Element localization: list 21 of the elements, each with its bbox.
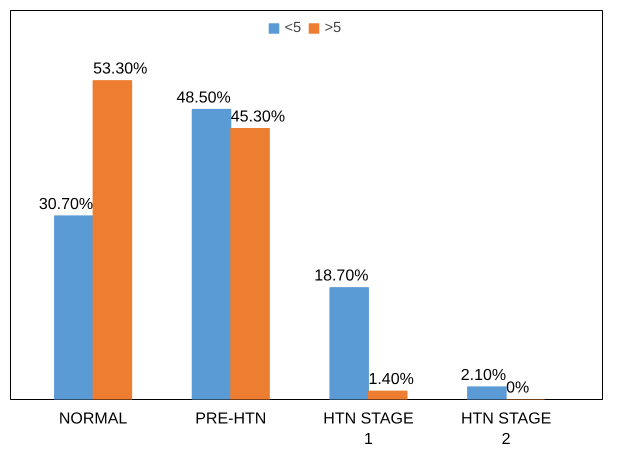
data-label: 30.70% [38,196,94,213]
data-label: 45.30% [230,108,286,126]
x-tick-label: NORMAL [58,410,128,428]
bar [92,80,132,400]
bar [54,215,94,400]
bar [467,386,507,400]
x-tick-label: PRE-HTN [195,410,266,428]
bar [329,287,369,400]
data-label: 2.10% [460,366,506,384]
data-label: 18.70% [314,268,368,285]
legend-label: <5 [284,20,302,36]
bar [368,390,408,400]
bar [230,128,270,400]
data-label: 48.50% [176,89,231,106]
data-label: 53.30% [93,60,148,78]
bar [192,108,232,400]
legend-label: >5 [324,20,342,36]
data-label: 1.40% [368,371,414,388]
x-tick-label: HTN STAGE 2 [460,410,552,448]
x-tick-label: HTN STAGE 1 [323,410,414,448]
data-label: 0% [506,380,530,396]
